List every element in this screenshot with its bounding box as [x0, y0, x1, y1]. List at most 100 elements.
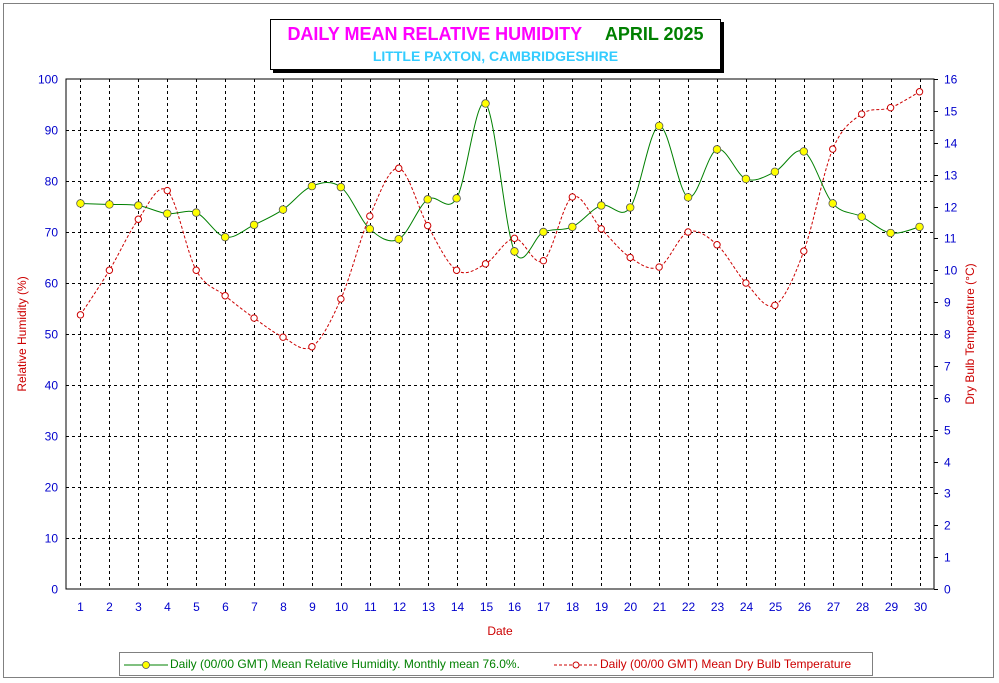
- humidity-point: [568, 222, 577, 232]
- x-tick-label: 28: [856, 600, 870, 614]
- humidity-series-line: [80, 102, 920, 259]
- humidity-point: [220, 232, 230, 242]
- temperature-point: [655, 263, 663, 271]
- temperature-point: [742, 279, 750, 287]
- humidity-point: [452, 194, 461, 203]
- temperature-point: [308, 343, 316, 351]
- legend-humidity-swatch: [124, 660, 168, 669]
- temperature-point: [626, 253, 634, 262]
- y-axis-title-left: Relative Humidity (%): [15, 276, 29, 391]
- x-tick-label: 8: [280, 600, 287, 614]
- x-tick-label: 3: [135, 600, 142, 614]
- temperature-point: [423, 221, 432, 230]
- temperature-point: [192, 266, 200, 274]
- chart-frame: [3, 3, 994, 678]
- humidity-point: [423, 195, 432, 204]
- temperature-point: [366, 212, 374, 220]
- x-tick-label: 20: [624, 600, 638, 614]
- y-tick-label: 40: [45, 379, 59, 393]
- temperature-point: [597, 225, 605, 233]
- x-tick-label: 24: [740, 600, 754, 614]
- temperature-point: [76, 311, 85, 319]
- humidity-point: [76, 199, 85, 208]
- temperature-point: [163, 186, 171, 195]
- temperature-point: [452, 266, 461, 274]
- humidity-point: [626, 203, 635, 212]
- x-tick-label: 9: [309, 600, 316, 614]
- y2-tick-label: 1: [944, 551, 951, 565]
- x-tick-label: 10: [335, 600, 349, 614]
- humidity-point: [828, 199, 837, 208]
- temperature-point: [771, 301, 779, 310]
- y-axis-title-right: Dry Bulb Temperature (°C): [963, 263, 977, 404]
- legend-item-temperature: Daily (00/00 GMT) Mean Dry Bulb Temperat…: [554, 657, 851, 671]
- y-tick-label: 80: [45, 175, 59, 189]
- temperature-point: [481, 260, 490, 268]
- y2-tick-label: 5: [944, 424, 951, 438]
- humidity-point: [134, 201, 143, 210]
- y-tick-label: 0: [51, 583, 58, 597]
- temperature-point: [713, 241, 721, 249]
- temperature-point: [886, 103, 895, 112]
- x-tick-label: 16: [508, 600, 522, 614]
- x-tick-label: 6: [222, 600, 229, 614]
- x-tick-label: 7: [251, 600, 258, 614]
- y2-tick-label: 16: [944, 73, 958, 87]
- x-tick-label: 21: [653, 600, 667, 614]
- y2-tick-label: 15: [944, 105, 958, 119]
- legend: Daily (00/00 GMT) Mean Relative Humidity…: [119, 652, 873, 676]
- marker-layer: [76, 88, 924, 351]
- y2-tick-label: 4: [944, 456, 951, 470]
- y2-tick-label: 13: [944, 169, 958, 183]
- x-tick-label: 4: [164, 600, 171, 614]
- x-tick-label: 23: [711, 600, 725, 614]
- humidity-point: [163, 209, 172, 218]
- y2-tick-label: 14: [944, 137, 958, 151]
- humidity-point: [249, 220, 259, 230]
- temperature-point: [279, 333, 287, 341]
- humidity-point: [683, 193, 693, 202]
- temperature-point: [857, 110, 866, 118]
- temperature-point: [221, 292, 229, 300]
- y2-tick-label: 11: [944, 232, 957, 246]
- y2-tick-label: 12: [944, 201, 958, 215]
- x-tick-label: 2: [106, 600, 113, 614]
- temperature-point: [915, 88, 924, 96]
- y2-tick-label: 3: [944, 487, 951, 501]
- humidity-point: [799, 147, 808, 156]
- x-tick-label: 13: [422, 600, 436, 614]
- chart-subtitle: LITTLE PAXTON, CAMBRIDGESHIRE: [372, 48, 619, 64]
- x-tick-label: 30: [914, 600, 928, 614]
- legend-temperature-label: Daily (00/00 GMT) Mean Dry Bulb Temperat…: [600, 657, 852, 671]
- legend-humidity-label: Daily (00/00 GMT) Mean Relative Humidity…: [170, 657, 520, 671]
- x-tick-label: 15: [480, 600, 494, 614]
- y-tick-label: 70: [45, 226, 59, 240]
- temperature-point: [337, 295, 345, 303]
- x-tick-label: 18: [566, 600, 580, 614]
- humidity-point: [481, 99, 490, 108]
- x-tick-label: 25: [769, 600, 783, 614]
- humidity-point: [394, 234, 403, 244]
- y2-tick-label: 2: [944, 519, 951, 533]
- temperature-point: [539, 256, 548, 265]
- chart-title-box: DAILY MEAN RELATIVE HUMIDITY APRIL 2025 …: [270, 19, 721, 70]
- humidity-point: [105, 200, 114, 209]
- humidity-point: [712, 145, 722, 154]
- y2-tick-label: 9: [944, 296, 951, 310]
- y2-tick-label: 6: [944, 392, 951, 406]
- x-tick-label: 1: [77, 600, 84, 614]
- x-tick-label: 26: [798, 600, 812, 614]
- x-tick-label: 22: [682, 600, 696, 614]
- y2-tick-label: 0: [944, 583, 951, 597]
- humidity-point: [510, 247, 519, 256]
- x-tick-label: 17: [537, 600, 551, 614]
- temperature-series-line: [80, 91, 920, 350]
- humidity-point: [278, 205, 288, 214]
- x-tick-label: 27: [827, 600, 841, 614]
- temperature-point: [568, 193, 577, 201]
- humidity-point: [857, 212, 866, 221]
- y-tick-label: 50: [45, 328, 59, 342]
- humidity-point: [741, 174, 751, 184]
